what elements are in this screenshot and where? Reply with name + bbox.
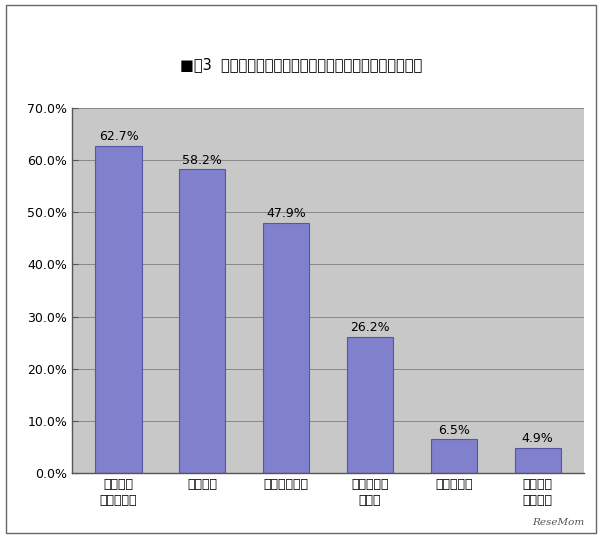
Text: 47.9%: 47.9% xyxy=(266,208,306,221)
Bar xyxy=(96,146,141,473)
Text: 58.2%: 58.2% xyxy=(182,154,222,167)
Text: 6.5%: 6.5% xyxy=(438,424,470,437)
Text: ■嘦3  高卒後、「秋入学」までの過ごし方（複数回答可）: ■嘦3 高卒後、「秋入学」までの過ごし方（複数回答可） xyxy=(180,57,422,72)
Bar xyxy=(431,440,477,473)
Bar xyxy=(515,448,560,473)
Text: 62.7%: 62.7% xyxy=(99,130,138,143)
Bar xyxy=(347,336,393,473)
Text: 4.9%: 4.9% xyxy=(522,432,553,445)
Text: 26.2%: 26.2% xyxy=(350,321,390,334)
Bar xyxy=(179,169,225,473)
Bar xyxy=(263,223,309,473)
Text: ReseMom: ReseMom xyxy=(532,518,584,527)
